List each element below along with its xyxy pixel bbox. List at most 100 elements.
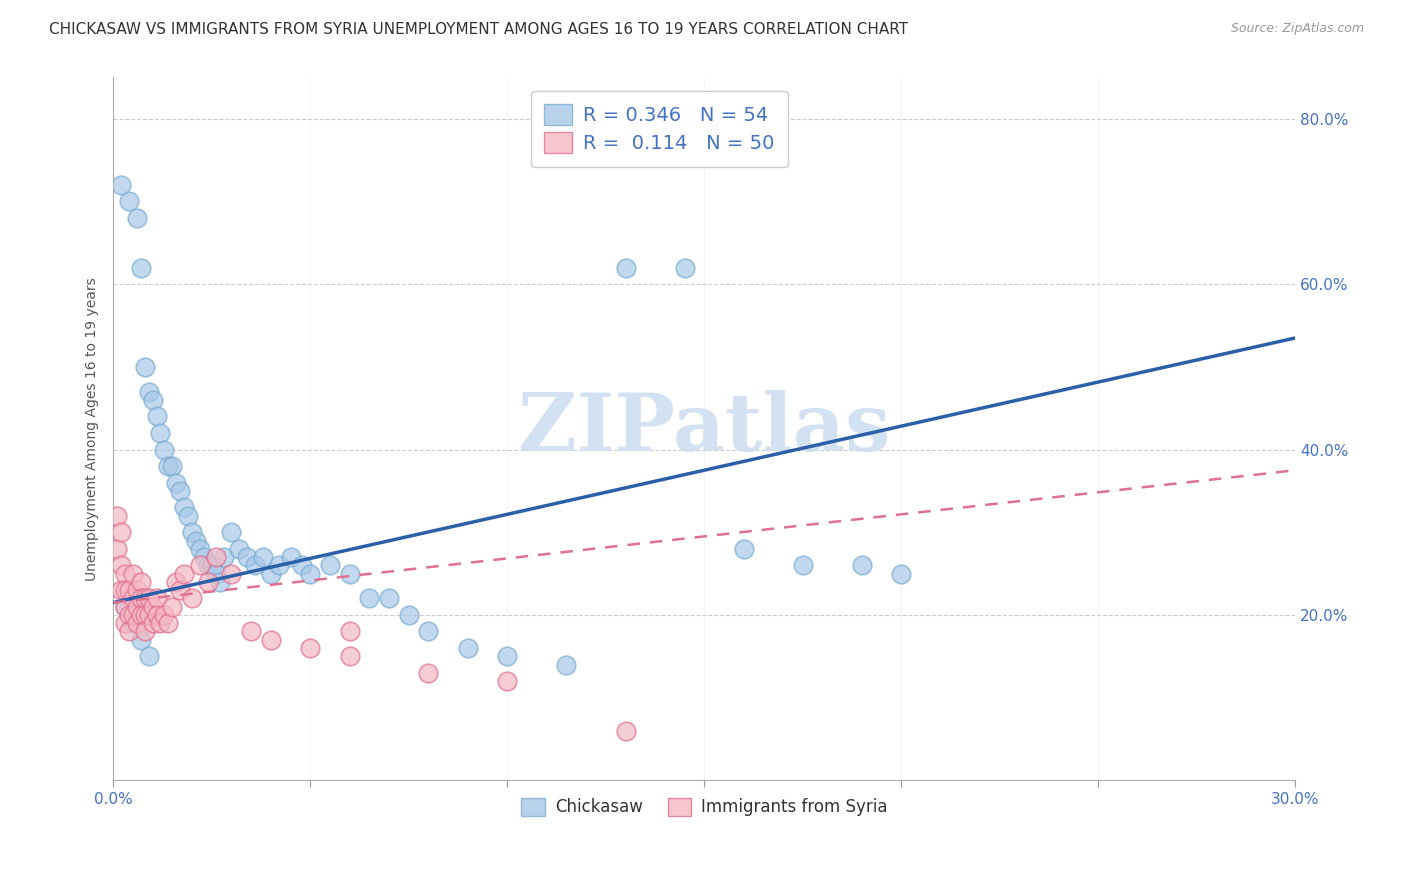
Point	[359, 591, 381, 606]
Point	[339, 624, 361, 639]
Point	[184, 533, 207, 548]
Y-axis label: Unemployment Among Ages 16 to 19 years: Unemployment Among Ages 16 to 19 years	[86, 277, 100, 581]
Point	[129, 607, 152, 622]
Point	[197, 574, 219, 589]
Point	[114, 583, 136, 598]
Point	[165, 574, 187, 589]
Point	[122, 607, 145, 622]
Point	[339, 566, 361, 581]
Text: Source: ZipAtlas.com: Source: ZipAtlas.com	[1230, 22, 1364, 36]
Point	[614, 723, 637, 738]
Point	[792, 558, 814, 573]
Point	[173, 500, 195, 515]
Point	[110, 558, 132, 573]
Point	[188, 558, 211, 573]
Point	[228, 541, 250, 556]
Point	[240, 624, 263, 639]
Point	[118, 194, 141, 209]
Point	[890, 566, 912, 581]
Point	[204, 566, 226, 581]
Point	[129, 260, 152, 275]
Point	[177, 508, 200, 523]
Point	[169, 483, 191, 498]
Point	[134, 591, 156, 606]
Point	[153, 607, 176, 622]
Point	[165, 475, 187, 490]
Point	[149, 616, 172, 631]
Point	[221, 525, 243, 540]
Point	[162, 599, 184, 614]
Point	[280, 549, 302, 564]
Point	[204, 549, 226, 564]
Point	[149, 425, 172, 440]
Point	[188, 541, 211, 556]
Point	[145, 607, 167, 622]
Point	[733, 541, 755, 556]
Point	[138, 607, 160, 622]
Point	[378, 591, 401, 606]
Point	[118, 607, 141, 622]
Point	[418, 665, 440, 680]
Point	[260, 632, 283, 647]
Point	[252, 549, 274, 564]
Point	[319, 558, 342, 573]
Point	[114, 599, 136, 614]
Point	[299, 640, 322, 655]
Point	[125, 211, 148, 225]
Point	[125, 616, 148, 631]
Point	[208, 574, 231, 589]
Point	[169, 583, 191, 598]
Legend: Chickasaw, Immigrants from Syria: Chickasaw, Immigrants from Syria	[513, 789, 896, 825]
Text: CHICKASAW VS IMMIGRANTS FROM SYRIA UNEMPLOYMENT AMONG AGES 16 TO 19 YEARS CORREL: CHICKASAW VS IMMIGRANTS FROM SYRIA UNEMP…	[49, 22, 908, 37]
Point	[201, 558, 224, 573]
Point	[457, 640, 479, 655]
Point	[153, 442, 176, 457]
Point	[125, 583, 148, 598]
Point	[212, 549, 235, 564]
Point	[129, 632, 152, 647]
Point	[398, 607, 420, 622]
Point	[221, 566, 243, 581]
Point	[496, 674, 519, 689]
Point	[110, 178, 132, 192]
Point	[138, 591, 160, 606]
Point	[418, 624, 440, 639]
Point	[157, 616, 180, 631]
Point	[142, 392, 165, 407]
Point	[129, 591, 152, 606]
Point	[125, 599, 148, 614]
Point	[173, 566, 195, 581]
Point	[134, 607, 156, 622]
Point	[614, 260, 637, 275]
Point	[122, 566, 145, 581]
Point	[138, 649, 160, 664]
Point	[129, 574, 152, 589]
Point	[134, 624, 156, 639]
Point	[142, 616, 165, 631]
Point	[118, 624, 141, 639]
Point	[105, 541, 128, 556]
Point	[145, 409, 167, 424]
Point	[110, 583, 132, 598]
Point	[157, 459, 180, 474]
Point	[193, 549, 215, 564]
Point	[267, 558, 290, 573]
Point	[162, 459, 184, 474]
Point	[118, 583, 141, 598]
Point	[260, 566, 283, 581]
Point	[673, 260, 696, 275]
Point	[145, 591, 167, 606]
Point	[181, 591, 204, 606]
Point	[142, 599, 165, 614]
Point	[114, 566, 136, 581]
Point	[138, 384, 160, 399]
Point	[122, 591, 145, 606]
Point	[851, 558, 873, 573]
Text: ZIPatlas: ZIPatlas	[519, 390, 890, 468]
Point	[105, 508, 128, 523]
Point	[496, 649, 519, 664]
Point	[110, 525, 132, 540]
Point	[555, 657, 578, 672]
Point	[339, 649, 361, 664]
Point	[181, 525, 204, 540]
